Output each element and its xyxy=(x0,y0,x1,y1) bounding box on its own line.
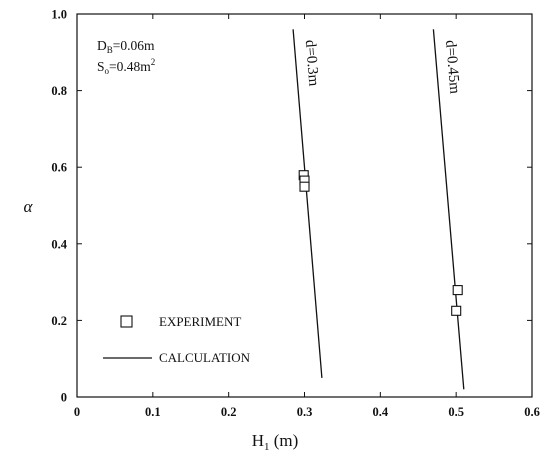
y-axis-title: α xyxy=(24,197,34,216)
experiment-point xyxy=(452,285,463,296)
ticks xyxy=(76,13,533,398)
calculation-line-0 xyxy=(292,29,323,378)
y-tick-label: 1.0 xyxy=(51,8,67,22)
y-tick-label: 0.4 xyxy=(51,237,67,251)
x-axis-title-sub: 1 xyxy=(264,441,270,453)
y-tick-label: 0 xyxy=(61,391,67,405)
y-tick-labels: 0 0.2 0.4 0.6 0.8 1.0 xyxy=(51,8,67,405)
x-tick-labels: 0 0.1 0.2 0.3 0.4 0.5 0.6 xyxy=(74,405,540,419)
annotation-so-main: S xyxy=(97,59,105,74)
annotation-db-sub: B xyxy=(107,45,113,55)
x-tick-label: 0.1 xyxy=(145,405,161,419)
legend-experiment-label: EXPERIMENT xyxy=(159,314,241,329)
legend: EXPERIMENT CALCULATION xyxy=(103,314,251,365)
x-axis-title: H1 (m) xyxy=(252,431,299,453)
series-label-0: d=0.3m xyxy=(302,39,322,87)
x-tick-label: 0.5 xyxy=(448,405,464,419)
y-tick-label: 0.2 xyxy=(51,314,67,328)
legend-calculation-label: CALCULATION xyxy=(159,350,251,365)
x-axis-title-main: H xyxy=(252,431,264,450)
annotation-so: So=0.48m2 xyxy=(97,57,155,76)
annotation-so-value: =0.48m xyxy=(109,59,151,74)
annotation-so-sup: 2 xyxy=(151,57,156,67)
annotation-db: DB=0.06m xyxy=(97,38,155,55)
experiment-point xyxy=(299,181,310,192)
annotation-so-sub: o xyxy=(105,66,110,76)
y-tick-label: 0.6 xyxy=(51,161,67,175)
series-label-1: d=0.45m xyxy=(442,39,462,94)
legend-experiment-marker xyxy=(120,315,133,328)
x-axis-title-unit: (m) xyxy=(269,431,298,450)
series-labels: d=0.3m d=0.45m xyxy=(302,39,463,95)
series-points xyxy=(298,170,463,316)
experiment-point xyxy=(451,305,462,316)
annotation-db-value: =0.06m xyxy=(113,38,155,53)
series-lines xyxy=(292,29,465,390)
x-tick-label: 0.2 xyxy=(221,405,237,419)
x-tick-label: 0 xyxy=(74,405,80,419)
x-tick-label: 0.6 xyxy=(524,405,540,419)
x-tick-label: 0.3 xyxy=(297,405,313,419)
y-tick-label: 0.8 xyxy=(51,84,67,98)
calculation-line-1 xyxy=(432,29,465,390)
x-tick-label: 0.4 xyxy=(373,405,389,419)
annotation-db-main: D xyxy=(97,38,107,53)
